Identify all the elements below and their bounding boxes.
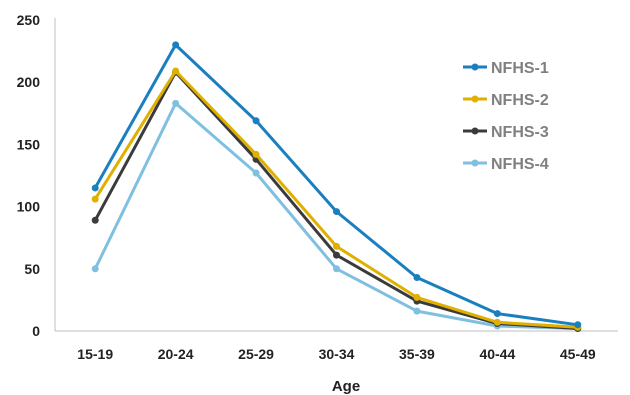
legend-marker bbox=[471, 159, 479, 167]
data-point bbox=[333, 242, 340, 250]
y-axis: 0 50 100 150 200 250 bbox=[17, 12, 56, 339]
data-point bbox=[574, 321, 582, 329]
data-point bbox=[333, 265, 340, 273]
x-tick-label: 15-19 bbox=[77, 346, 113, 362]
legend-marker bbox=[471, 127, 479, 135]
x-tick-label: 20-24 bbox=[158, 346, 194, 362]
y-tick-label: 200 bbox=[17, 74, 41, 90]
data-point bbox=[172, 67, 180, 75]
series-line bbox=[93, 70, 580, 330]
data-point bbox=[91, 216, 99, 224]
series-nfhs-1 bbox=[91, 41, 582, 329]
y-tick-label: 250 bbox=[17, 12, 41, 28]
data-point bbox=[252, 169, 260, 177]
legend-label: NFHS-4 bbox=[491, 156, 549, 173]
y-tick-label: 0 bbox=[32, 323, 40, 339]
legend-marker bbox=[471, 95, 479, 103]
data-point bbox=[91, 195, 99, 203]
data-point bbox=[413, 293, 421, 301]
data-point bbox=[91, 265, 99, 273]
legend-item: NFHS-2 bbox=[463, 92, 549, 109]
legend-label: NFHS-3 bbox=[491, 124, 549, 141]
x-tick-label: 35-39 bbox=[399, 346, 435, 362]
data-point bbox=[252, 150, 260, 158]
data-point bbox=[333, 251, 340, 259]
legend-label: NFHS-1 bbox=[491, 60, 549, 77]
legend-item: NFHS-3 bbox=[463, 124, 549, 141]
legend-label: NFHS-2 bbox=[491, 92, 549, 109]
data-point bbox=[172, 41, 180, 49]
y-tick-label: 100 bbox=[17, 199, 41, 215]
legend: NFHS-1 NFHS-2 NFHS-3 NFHS-4 bbox=[463, 60, 549, 173]
data-point bbox=[91, 184, 99, 192]
data-point bbox=[413, 274, 421, 282]
legend-marker bbox=[471, 63, 479, 71]
x-tick-label: 40-44 bbox=[479, 346, 515, 362]
series-line bbox=[93, 69, 580, 329]
y-tick-label: 50 bbox=[24, 261, 40, 277]
data-point bbox=[252, 117, 260, 125]
legend-item: NFHS-1 bbox=[463, 60, 549, 77]
x-axis: 15-19 20-24 25-29 30-34 35-39 40-44 45-49 bbox=[55, 330, 618, 362]
x-tick-label: 30-34 bbox=[319, 346, 355, 362]
x-axis-title: Age bbox=[332, 378, 360, 395]
legend-item: NFHS-4 bbox=[463, 156, 549, 173]
y-tick-label: 150 bbox=[17, 136, 41, 152]
data-point bbox=[172, 99, 180, 107]
data-point bbox=[413, 307, 421, 315]
series-layer bbox=[91, 41, 582, 333]
data-point bbox=[493, 310, 501, 318]
data-point bbox=[333, 208, 340, 216]
data-point bbox=[493, 318, 501, 326]
x-tick-label: 45-49 bbox=[560, 346, 596, 362]
x-tick-label: 25-29 bbox=[238, 346, 274, 362]
